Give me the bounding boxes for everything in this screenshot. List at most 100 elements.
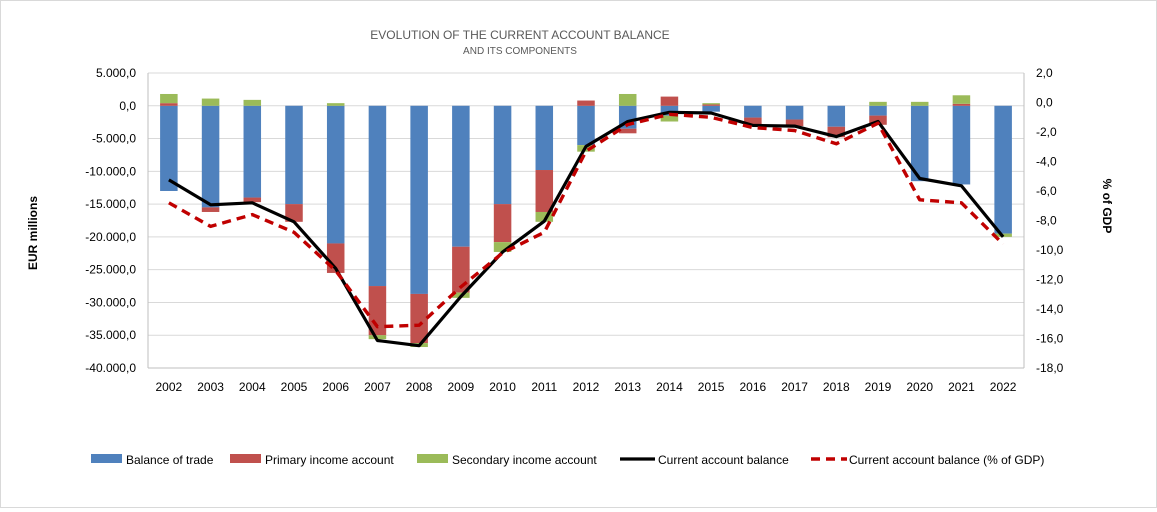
bar-segment xyxy=(410,105,428,294)
bar-segment xyxy=(952,95,971,104)
bar-segment xyxy=(994,105,1012,234)
bar-segment xyxy=(160,105,178,191)
bar-segment xyxy=(827,126,846,138)
bar-segment xyxy=(201,207,220,212)
bar-segment xyxy=(535,105,554,171)
chart-title: EVOLUTION OF THE CURRENT ACCOUNT BALANCE xyxy=(370,28,669,42)
bar-segment xyxy=(869,101,887,106)
bar-segment xyxy=(702,105,720,112)
chart-subtitle: AND ITS COMPONENTS xyxy=(463,46,577,57)
bar-segment xyxy=(160,103,178,106)
x-tick-label: 2021 xyxy=(948,380,975,394)
legend-label: Balance of trade xyxy=(126,453,214,467)
y2-tick-label: -6,0 xyxy=(1036,184,1057,198)
bar-segment xyxy=(368,105,387,287)
bar-segment xyxy=(243,99,262,106)
y2-tick-label: -16,0 xyxy=(1036,332,1064,346)
bar-segment xyxy=(702,104,720,106)
bar-segment xyxy=(744,117,762,125)
bar-segment xyxy=(744,105,762,118)
axes-group: 5.000,0 0,0 -5.000,0 -10.000,0 -15.000,0 -20.… xyxy=(85,66,1063,394)
bar-segment xyxy=(869,105,887,116)
bar-segment xyxy=(243,105,262,198)
legend-label: Current account balance (% of GDP) xyxy=(849,453,1044,467)
bar-segment xyxy=(618,93,637,106)
x-tick-label: 2009 xyxy=(448,380,475,394)
legend-label: Secondary income account xyxy=(452,453,597,467)
bar-segment xyxy=(160,93,178,104)
x-tick-label: 2007 xyxy=(364,380,391,394)
y2-axis-title: % of GDP xyxy=(1100,179,1114,234)
x-tick-label: 2011 xyxy=(531,380,557,394)
bar-segment xyxy=(535,170,554,212)
bar-segment xyxy=(785,105,804,120)
bar-segment xyxy=(910,105,929,182)
bar-segment xyxy=(493,242,512,252)
bar-segment xyxy=(535,211,554,222)
bar-segment xyxy=(952,105,971,185)
bar-segment xyxy=(827,105,846,127)
y-tick-label: -10.000,0 xyxy=(85,164,136,178)
x-tick-label: 2015 xyxy=(698,380,725,394)
y-axis-title: EUR millions xyxy=(26,196,40,270)
x-tick-label: 2019 xyxy=(865,380,892,394)
series-line-pct-gdp xyxy=(168,112,1005,329)
x-tick-label: 2016 xyxy=(740,380,767,394)
bar-segment xyxy=(660,96,679,106)
y2-tick-label: 2,0 xyxy=(1036,66,1053,80)
bar-segment xyxy=(577,100,595,106)
y2-tick-label: -12,0 xyxy=(1036,273,1064,287)
x-tick-label: 2020 xyxy=(906,380,933,394)
x-tick-label: 2018 xyxy=(823,380,850,394)
x-tick-label: 2022 xyxy=(990,380,1017,394)
bar-segment xyxy=(368,335,387,340)
bar-segment xyxy=(952,103,971,106)
y-tick-label: -5.000,0 xyxy=(92,132,136,146)
y2-tick-label: -10,0 xyxy=(1036,243,1064,257)
legend: Balance of trade Primary income account Se… xyxy=(91,453,1044,467)
bar-segment xyxy=(285,204,303,222)
series-line-current-account xyxy=(168,110,1005,348)
bar-segment xyxy=(618,128,637,134)
y2-tick-label: -2,0 xyxy=(1036,125,1057,139)
bar-segment xyxy=(493,105,512,205)
x-tick-label: 2008 xyxy=(406,380,433,394)
y2-tick-label: -18,0 xyxy=(1036,361,1064,375)
x-tick-label: 2013 xyxy=(614,380,641,394)
legend-swatch xyxy=(91,454,122,463)
x-tick-label: 2006 xyxy=(322,380,349,394)
legend-swatch xyxy=(230,454,261,463)
bar-segment xyxy=(410,293,428,344)
x-tick-label: 2002 xyxy=(156,380,183,394)
y2-tick-label: 0,0 xyxy=(1036,96,1053,110)
bar-segment xyxy=(243,197,262,203)
y2-tick-label: -8,0 xyxy=(1036,214,1057,228)
bar-segment xyxy=(702,103,720,105)
bars-group xyxy=(160,93,1012,348)
legend-swatch xyxy=(417,454,448,463)
y-tick-label: -30.000,0 xyxy=(85,295,136,309)
bar-segment xyxy=(785,119,804,127)
legend-label: Primary income account xyxy=(265,453,394,467)
y-tick-label: -40.000,0 xyxy=(85,361,136,375)
x-tick-label: 2003 xyxy=(197,380,224,394)
bar-segment xyxy=(201,98,220,106)
y-tick-label: -25.000,0 xyxy=(85,263,136,277)
bar-segment xyxy=(452,246,470,293)
bar-segment xyxy=(326,103,345,106)
lines-group xyxy=(168,110,1005,348)
x-tick-label: 2014 xyxy=(656,380,683,394)
y-tick-label: -15.000,0 xyxy=(85,197,136,211)
y-tick-label: -20.000,0 xyxy=(85,230,136,244)
bar-segment xyxy=(201,105,220,208)
bar-segment xyxy=(660,105,679,116)
bar-segment xyxy=(660,115,679,122)
y-tick-label: 0,0 xyxy=(119,99,136,113)
y2-tick-label: -14,0 xyxy=(1036,302,1064,316)
bar-segment xyxy=(493,204,512,243)
legend-label: Current account balance xyxy=(658,453,789,467)
bar-segment xyxy=(326,105,345,244)
y2-tick-label: -4,0 xyxy=(1036,155,1057,169)
y-tick-label: 5.000,0 xyxy=(96,66,136,80)
